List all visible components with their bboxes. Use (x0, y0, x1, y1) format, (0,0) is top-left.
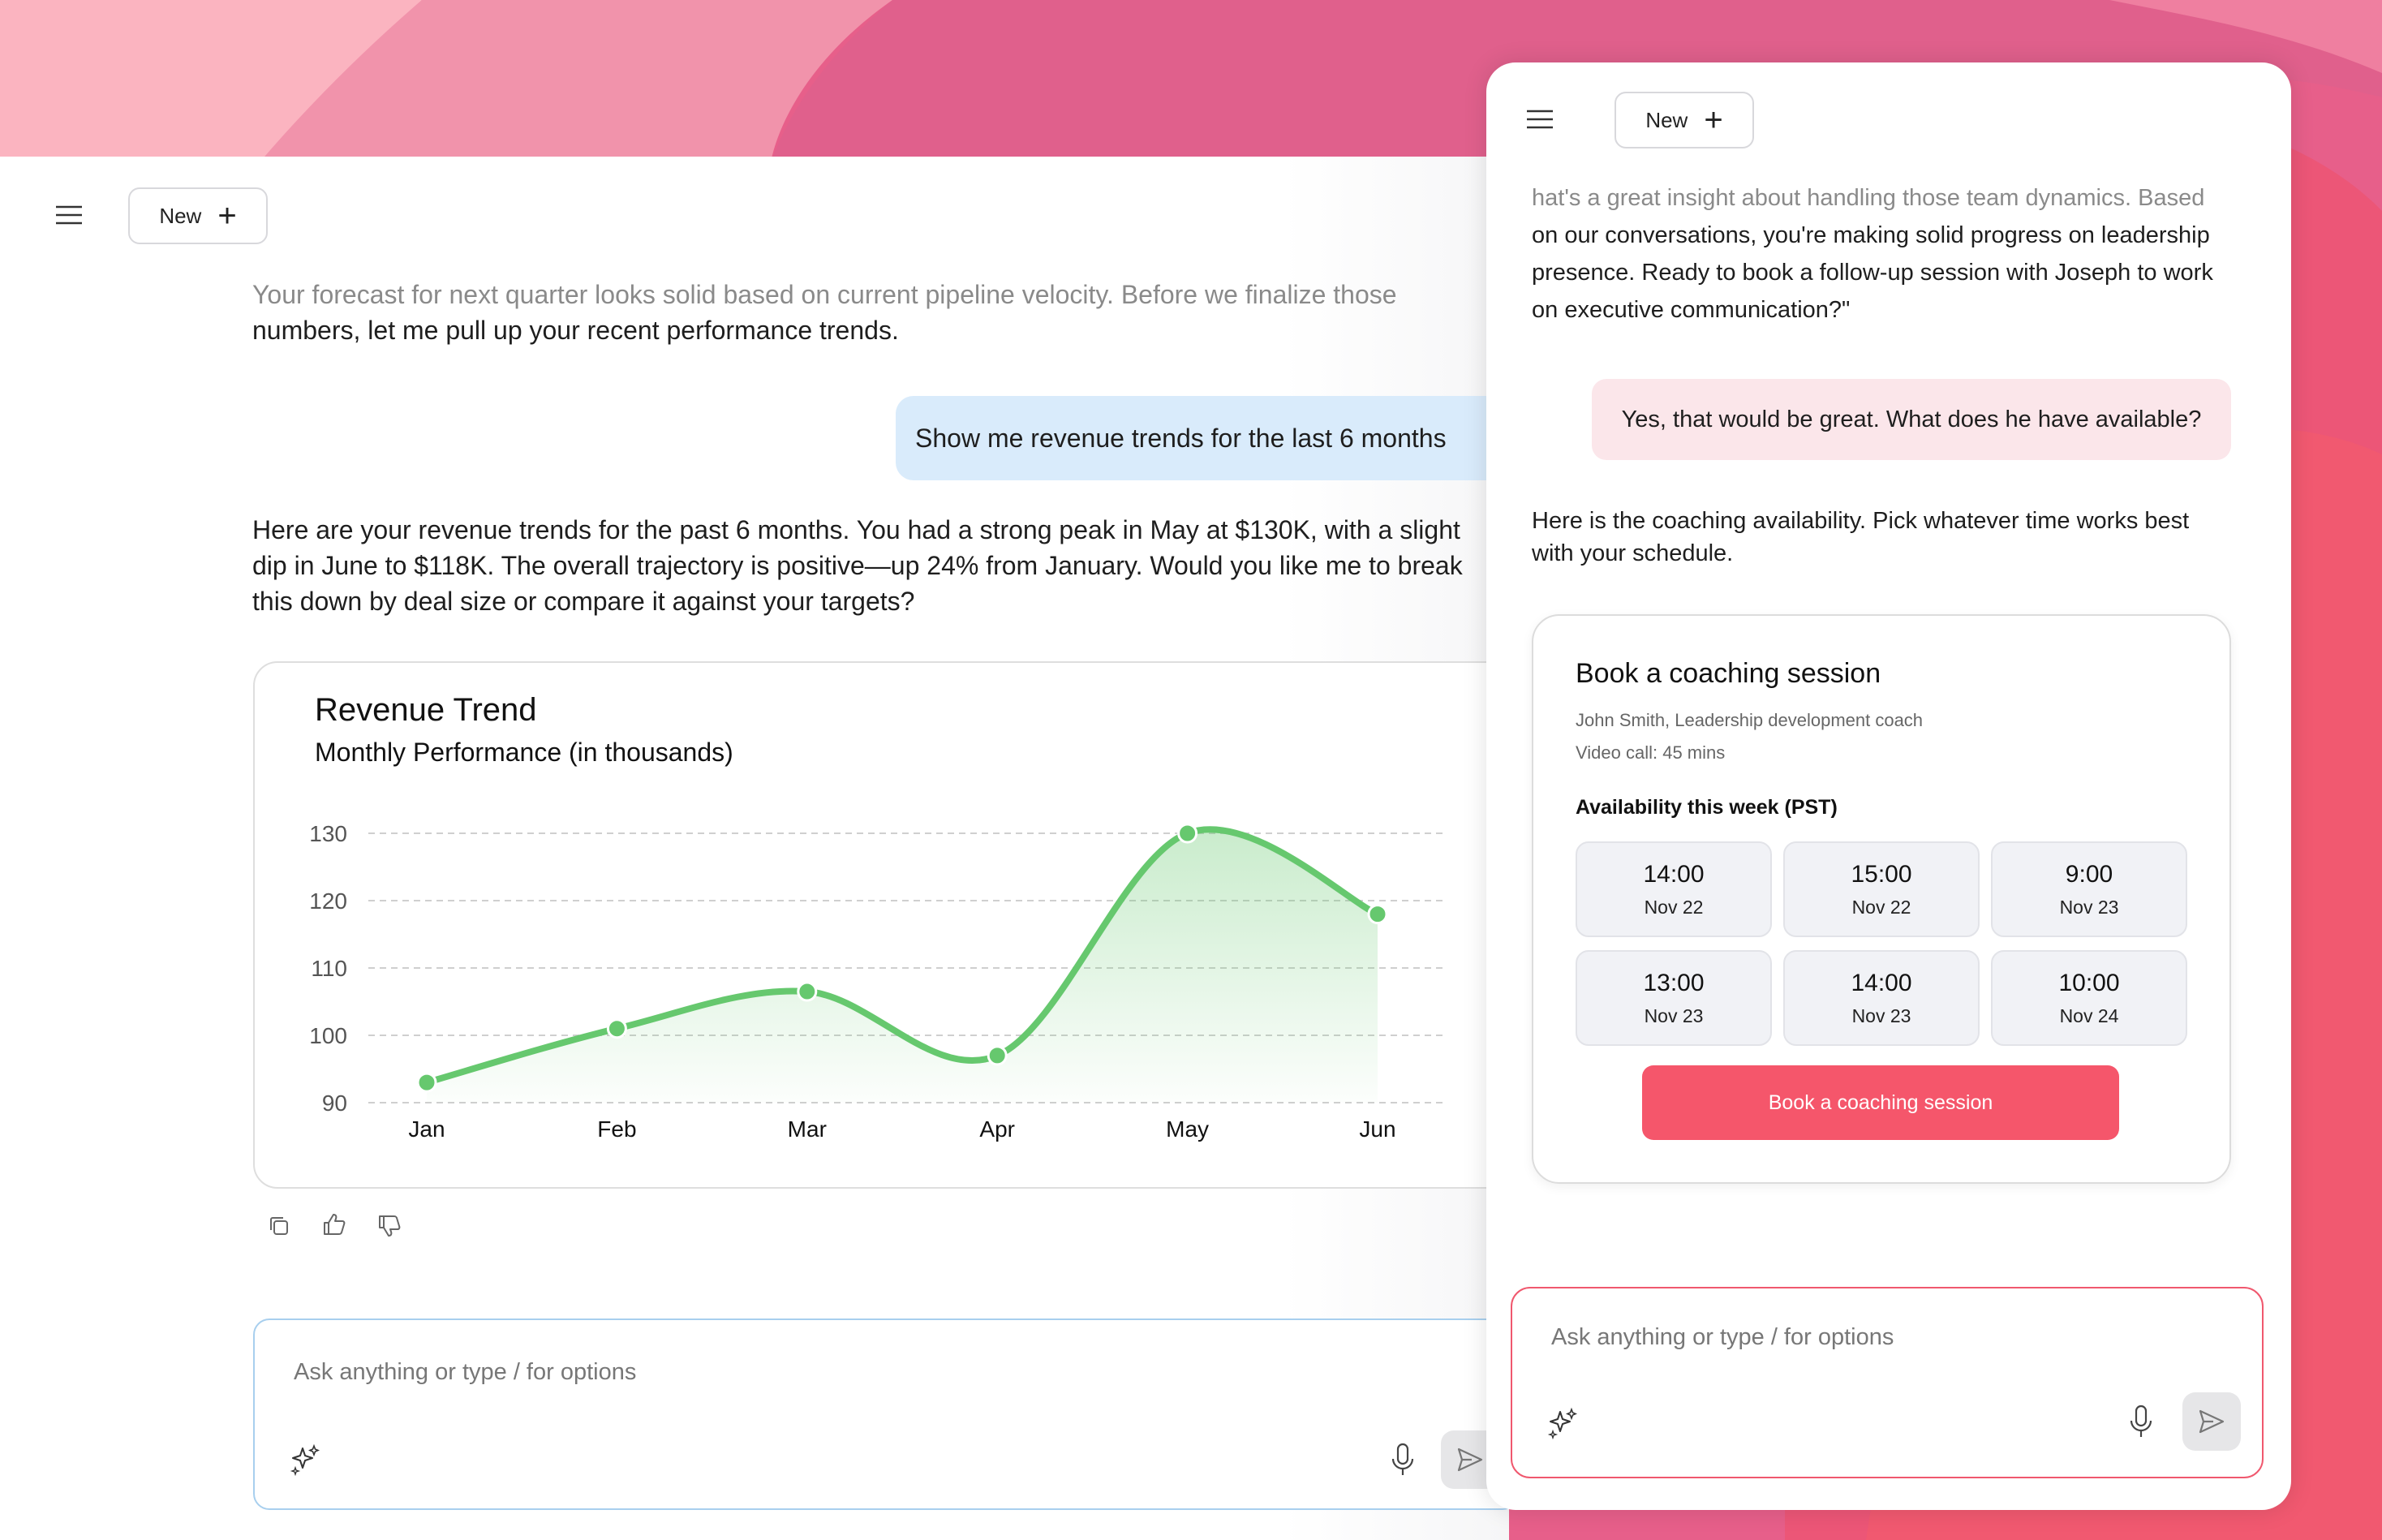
plus-icon: + (1704, 102, 1723, 138)
data-point (1367, 904, 1388, 925)
hamburger-icon (56, 205, 82, 225)
data-point (1177, 823, 1198, 844)
time-slot[interactable]: 14:00 Nov 22 (1576, 841, 1772, 937)
slot-date: Nov 23 (2059, 896, 2119, 918)
sparkle-icon[interactable] (286, 1440, 325, 1479)
revenue-chart: 90 100 110 120 130 Jan Feb Mar Apr May Jun (309, 821, 1446, 1142)
copy-icon[interactable] (263, 1210, 295, 1242)
time-slot[interactable]: 15:00 Nov 22 (1783, 841, 1980, 937)
data-point (606, 1018, 627, 1039)
y-tick-label: 120 (309, 888, 347, 914)
availability-label: Availability this week (PST) (1576, 796, 1838, 819)
menu-button[interactable] (1516, 95, 1564, 144)
assistant-message-line: numbers, let me pull up your recent perf… (252, 316, 899, 345)
series-area (427, 829, 1378, 1103)
x-tick-label: Mar (788, 1116, 827, 1142)
data-point (416, 1072, 437, 1093)
chat-input-box[interactable]: Ask anything or type / for options (253, 1318, 1519, 1510)
slot-time: 10:00 (2058, 969, 2120, 996)
chart-subtitle: Monthly Performance (in thousands) (315, 738, 733, 767)
microphone-icon[interactable] (2121, 1400, 2161, 1444)
time-slot[interactable]: 9:00 Nov 23 (1991, 841, 2187, 937)
session-duration: Video call: 45 mins (1576, 742, 1726, 763)
time-slot[interactable]: 13:00 Nov 23 (1576, 950, 1772, 1046)
user-message-bubble: Show me revenue trends for the last 6 mo… (896, 396, 1545, 480)
chat-input-placeholder[interactable]: Ask anything or type / for options (1551, 1324, 1894, 1350)
slot-date: Nov 23 (1644, 1004, 1704, 1026)
coach-name: John Smith, Leadership development coach (1576, 710, 1924, 730)
assistant-message-line: on our conversations, you're making soli… (1532, 222, 2210, 248)
time-slot[interactable]: 10:00 Nov 24 (1991, 950, 2187, 1046)
slot-date: Nov 23 (1851, 1004, 1911, 1026)
right-chat-panel: New + hat's a great insight about handli… (1486, 62, 2291, 1510)
chart-title: Revenue Trend (315, 692, 537, 728)
send-button[interactable] (2182, 1392, 2241, 1451)
assistant-message-line: with your schedule. (1532, 540, 1734, 566)
x-tick-label: Feb (597, 1116, 636, 1142)
x-tick-label: Jan (408, 1116, 445, 1142)
x-tick-label: May (1166, 1116, 1209, 1142)
thumbs-up-icon[interactable] (318, 1208, 350, 1241)
thumbs-down-icon[interactable] (373, 1210, 406, 1242)
booking-card: Book a coaching session John Smith, Lead… (1532, 614, 2231, 1184)
slot-time: 14:00 (1851, 969, 1912, 996)
sparkle-icon[interactable] (1543, 1404, 1582, 1443)
assistant-message-line: presence. Ready to book a follow-up sess… (1532, 260, 2213, 286)
time-slot[interactable]: 14:00 Nov 23 (1783, 950, 1980, 1046)
assistant-message-line: this down by deal size or compare it aga… (252, 587, 915, 616)
slot-date: Nov 22 (1644, 896, 1704, 918)
data-point (987, 1045, 1008, 1066)
user-message-bubble: Yes, that would be great. What does he h… (1592, 379, 2231, 460)
booking-title: Book a coaching session (1576, 658, 1881, 689)
book-session-button[interactable]: Book a coaching session (1642, 1065, 2119, 1140)
chat-input-placeholder[interactable]: Ask anything or type / for options (294, 1359, 637, 1385)
microphone-icon[interactable] (1382, 1439, 1423, 1482)
assistant-message-line: Here is the coaching availability. Pick … (1532, 508, 2190, 534)
slot-time: 15:00 (1851, 860, 1912, 888)
left-chat-window: New + Your forecast for next quarter loo… (0, 157, 1551, 1540)
slot-time: 14:00 (1643, 860, 1705, 888)
new-chat-label: New (159, 203, 202, 228)
data-point (797, 981, 818, 1002)
plus-icon: + (217, 198, 237, 234)
assistant-message-line: hat's a great insight about handling tho… (1532, 185, 2205, 211)
new-chat-button[interactable]: New + (128, 187, 268, 244)
slot-time: 13:00 (1643, 969, 1705, 996)
assistant-message-line: dip in June to $118K. The overall trajec… (252, 551, 1463, 580)
chat-input-box[interactable]: Ask anything or type / for options (1511, 1287, 2264, 1478)
send-icon (2199, 1409, 2225, 1434)
user-message-text: Show me revenue trends for the last 6 mo… (915, 423, 1447, 453)
new-chat-button[interactable]: New + (1615, 92, 1754, 148)
y-tick-label: 100 (309, 1023, 347, 1048)
assistant-message-line: Here are your revenue trends for the pas… (252, 515, 1460, 544)
assistant-message-line: on executive communication?" (1532, 297, 1851, 323)
y-tick-label: 90 (322, 1090, 347, 1116)
menu-button[interactable] (45, 191, 93, 239)
slot-time: 9:00 (2065, 860, 2113, 888)
slot-date: Nov 24 (2059, 1004, 2119, 1026)
assistant-message-line: Your forecast for next quarter looks sol… (252, 280, 1397, 309)
hamburger-icon (1527, 110, 1553, 129)
slot-date: Nov 22 (1851, 896, 1911, 918)
x-tick-label: Apr (979, 1116, 1015, 1142)
y-tick-label: 110 (311, 956, 347, 981)
x-tick-label: Jun (1359, 1116, 1395, 1142)
new-chat-label: New (1645, 107, 1688, 132)
user-message-text: Yes, that would be great. What does he h… (1621, 406, 2202, 432)
revenue-chart-card: Revenue Trend Monthly Performance (in th… (253, 661, 1551, 1189)
y-tick-label: 130 (309, 821, 347, 846)
send-icon (1457, 1448, 1483, 1472)
series-line (424, 826, 1381, 1086)
